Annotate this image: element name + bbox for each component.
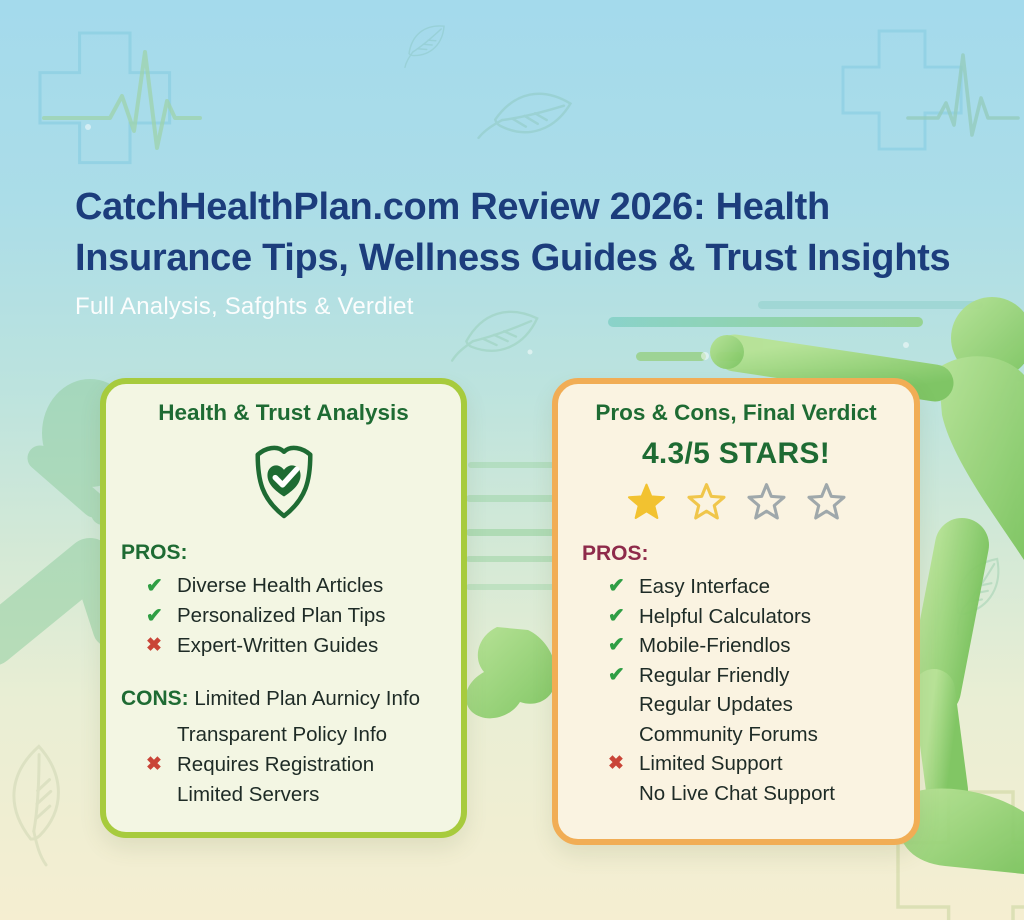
list-item-text: Regular Updates [639, 693, 793, 716]
check-icon: ✔ [608, 604, 625, 627]
list-item-text: Regular Friendly [639, 663, 790, 687]
list-item: ✔ Mobile-Friendlos [558, 631, 914, 661]
runner-silhouette-right [465, 297, 1024, 874]
list-item-text: Community Forums [639, 722, 818, 746]
pros-cons-verdict-card: Pros & Cons, Final Verdict 4.3/5 STARS! … [552, 378, 920, 845]
list-item: ✖ Requires Registration [106, 750, 461, 780]
star-icon-outline-yellow [686, 483, 726, 520]
right-card-title: Pros & Cons, Final Verdict [595, 400, 877, 425]
check-icon: ✔ [608, 575, 625, 597]
left-cons-inline-text: Limited Plan Aurnicy Info [194, 687, 420, 710]
list-item: ✔ Regular Friendly [558, 661, 914, 691]
left-cons-line: CONS: Limited Plan Aurnicy Info [106, 684, 461, 714]
check-icon: ✔ [608, 663, 625, 686]
list-item: No Live Chat Support [558, 779, 914, 809]
cross-ecg-top-left-icon [38, 31, 202, 165]
cross-ecg-top-right-icon [841, 29, 1020, 151]
list-item: ✔ Easy Interface [558, 572, 914, 602]
left-cons-label: CONS: [121, 687, 189, 710]
list-item-text: Expert-Written Guides [177, 634, 379, 657]
cross-icon: ✖ [608, 753, 624, 774]
star-icon-outline-gray [806, 483, 846, 520]
left-pros-list: ✔ Diverse Health Articles ✔ Personalized Pl… [106, 571, 461, 661]
list-item-text: Requires Registration [177, 753, 375, 776]
check-icon: ✔ [608, 634, 625, 656]
star-rating [558, 480, 914, 523]
list-item-text: Easy Interface [639, 575, 771, 598]
cross-icon: ✖ [146, 754, 162, 775]
page-title: CatchHealthPlan.com Review 2026: Health … [75, 182, 975, 284]
list-item-text: Transparent Policy Info [177, 723, 388, 746]
list-item: ✖ Limited Support [558, 749, 914, 779]
cross-icon: ✖ [146, 635, 162, 656]
list-item-text: No Live Chat Support [639, 781, 836, 805]
list-item: Regular Updates [558, 690, 914, 720]
list-item: ✖ Expert-Written Guides [106, 631, 461, 661]
right-pros-label: PROS: [582, 542, 649, 565]
list-item-text: Diverse Health Articles [177, 574, 384, 597]
list-item: ✔ Diverse Health Articles [106, 571, 461, 601]
list-item-text: Mobile-Friendlos [639, 634, 791, 657]
header: CatchHealthPlan.com Review 2026: Health … [75, 182, 975, 321]
health-trust-analysis-card: Health & Trust Analysis PROS: ✔ Diverse H… [100, 378, 467, 838]
star-icon-outline-gray [746, 483, 786, 520]
list-item: Community Forums [558, 720, 914, 750]
list-item: Limited Servers [106, 780, 461, 810]
list-item-text: Personalized Plan Tips [177, 604, 386, 627]
page-subtitle: Full Analysis, Safghts & Verdiet [75, 293, 414, 320]
check-icon: ✔ [146, 575, 163, 597]
left-pros-label: PROS: [121, 541, 188, 564]
list-item: ✔ Helpful Calculators [558, 602, 914, 632]
shield-heart-check-icon [247, 439, 321, 526]
title-line-2: Insurance Tips, Wellness Guides & Trust … [75, 237, 951, 279]
check-icon: ✔ [146, 605, 163, 627]
title-line-1: CatchHealthPlan.com Review 2026: Health [75, 186, 830, 228]
left-card-title: Health & Trust Analysis [158, 400, 409, 425]
list-item-text: Limited Support [639, 752, 783, 775]
list-item: ✔ Personalized Plan Tips [106, 601, 461, 631]
rating-text: 4.3/5 STARS! [641, 437, 831, 470]
list-item-text: Helpful Calculators [639, 604, 812, 628]
star-icon-filled-yellow [627, 483, 665, 519]
right-items-list: ✔ Easy Interface ✔ Helpful Calculators ✔ Mobi… [558, 572, 914, 808]
list-item: Transparent Policy Info [106, 720, 461, 750]
list-item-text: Limited Servers [177, 783, 320, 806]
left-cons-list: Transparent Policy Info ✖ Requires Registr… [106, 720, 461, 810]
